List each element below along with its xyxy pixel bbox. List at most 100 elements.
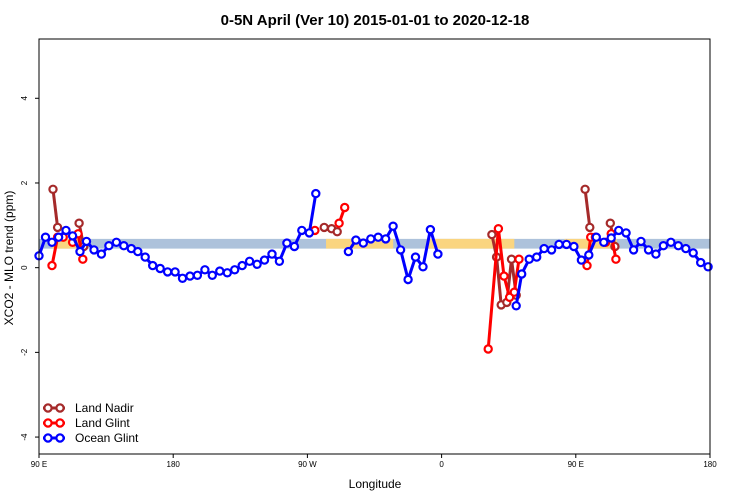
data-point-land-nadir	[585, 222, 595, 233]
data-point-ocean-glint	[289, 241, 300, 252]
legend-label: Ocean Glint	[75, 431, 139, 445]
data-point-ocean-glint	[274, 256, 285, 266]
data-point-ocean-glint	[81, 236, 92, 247]
data-point-ocean-glint	[140, 252, 150, 262]
data-point-ocean-glint	[351, 235, 361, 245]
data-point-ocean-glint	[688, 248, 698, 258]
legend-marker	[55, 433, 65, 443]
plot-frame	[38, 38, 711, 455]
data-point-ocean-glint	[119, 240, 129, 251]
data-point-land-nadir	[487, 229, 497, 240]
data-point-ocean-glint	[282, 238, 292, 248]
data-point-ocean-glint	[532, 252, 542, 262]
data-point-ocean-glint	[621, 228, 631, 238]
data-point-land-nadir	[506, 254, 517, 264]
data-point-ocean-glint	[643, 245, 654, 255]
data-point-ocean-glint	[61, 225, 71, 236]
data-point-ocean-glint	[192, 270, 203, 280]
data-point-ocean-glint	[259, 255, 270, 265]
data-point-ocean-glint	[410, 252, 421, 262]
data-point-land-glint	[47, 260, 57, 271]
data-point-ocean-glint	[418, 262, 428, 272]
data-point-ocean-glint	[133, 246, 143, 257]
data-point-land-nadir	[48, 184, 58, 194]
data-point-land-glint	[78, 254, 88, 264]
data-point-ocean-glint	[696, 257, 706, 268]
data-point-ocean-glint	[267, 249, 277, 259]
data-point-ocean-glint	[511, 301, 521, 311]
data-point-land-glint	[483, 344, 493, 354]
x-tick-label: 90 W	[298, 460, 317, 469]
data-point-ocean-glint	[200, 265, 210, 275]
y-tick-label: 2	[20, 180, 29, 185]
y-axis-label: XCO2 - MLO trend (ppm)	[2, 191, 16, 326]
x-tick-label: 180	[167, 460, 181, 469]
legend-item: Land Nadir	[43, 401, 134, 415]
data-point-ocean-glint	[614, 225, 624, 236]
data-point-ocean-glint	[311, 188, 321, 199]
data-point-ocean-glint	[561, 239, 572, 250]
data-point-ocean-glint	[666, 237, 676, 247]
data-point-land-glint	[611, 254, 621, 264]
legend-marker	[55, 418, 65, 428]
legend-marker	[43, 418, 53, 428]
data-point-ocean-glint	[651, 249, 661, 259]
trend-band-land	[52, 238, 84, 249]
data-point-ocean-glint	[252, 259, 262, 269]
data-point-land-glint	[493, 223, 504, 234]
y-tick-label: 4	[20, 96, 29, 101]
data-point-ocean-glint	[162, 267, 173, 277]
data-point-ocean-glint	[222, 268, 232, 278]
data-point-ocean-glint	[576, 255, 587, 265]
data-point-ocean-glint	[628, 245, 639, 255]
legend-label: Land Nadir	[75, 401, 134, 415]
data-point-ocean-glint	[170, 267, 180, 277]
data-point-ocean-glint	[673, 240, 684, 251]
data-point-land-nadir	[319, 222, 329, 233]
data-point-ocean-glint	[358, 238, 368, 248]
data-point-ocean-glint	[381, 234, 391, 244]
legend-marker	[43, 403, 53, 413]
data-point-ocean-glint	[366, 234, 376, 244]
data-point-ocean-glint	[388, 221, 398, 231]
data-point-ocean-glint	[584, 250, 594, 260]
data-point-ocean-glint	[229, 265, 240, 275]
chart-title: 0-5N April (Ver 10) 2015-01-01 to 2020-1…	[221, 12, 530, 29]
legend-label: Land Glint	[75, 416, 130, 430]
data-point-ocean-glint	[147, 260, 158, 271]
x-axis: 90 E 180 90 W 0 90 E 180	[31, 454, 717, 469]
series-line-land-nadir	[51, 189, 60, 228]
data-point-ocean-glint	[96, 249, 107, 259]
data-point-ocean-glint	[297, 225, 307, 236]
data-point-land-nadir	[580, 184, 590, 194]
data-point-ocean-glint	[304, 228, 314, 238]
y-axis: -4 -2 0 2 4	[20, 96, 39, 441]
data-point-ocean-glint	[658, 240, 669, 251]
data-point-ocean-glint	[703, 262, 713, 272]
data-point-ocean-glint	[403, 274, 413, 285]
data-point-land-nadir	[74, 218, 84, 228]
data-point-ocean-glint	[177, 273, 188, 283]
x-tick-label: 90 E	[568, 460, 584, 469]
x-tick-label: 0	[439, 460, 444, 469]
data-point-land-glint	[340, 202, 350, 213]
series-line-ocean-glint	[347, 222, 440, 285]
data-point-ocean-glint	[104, 240, 114, 251]
data-point-ocean-glint	[433, 249, 443, 259]
series-line-land-nadir	[583, 189, 592, 228]
y-tick-label: -4	[20, 433, 29, 441]
data-point-land-glint	[582, 260, 592, 271]
data-point-ocean-glint	[111, 237, 122, 247]
data-point-ocean-glint	[207, 270, 217, 280]
data-point-ocean-glint	[89, 245, 99, 255]
x-tick-label: 90 E	[31, 460, 47, 469]
data-point-land-glint	[334, 218, 344, 228]
data-point-land-glint	[499, 271, 509, 281]
legend-item: Land Glint	[43, 416, 130, 430]
data-point-ocean-glint	[40, 232, 51, 242]
data-point-ocean-glint	[554, 239, 564, 250]
data-point-ocean-glint	[524, 254, 534, 264]
data-point-ocean-glint	[343, 246, 354, 257]
data-point-ocean-glint	[75, 246, 85, 257]
